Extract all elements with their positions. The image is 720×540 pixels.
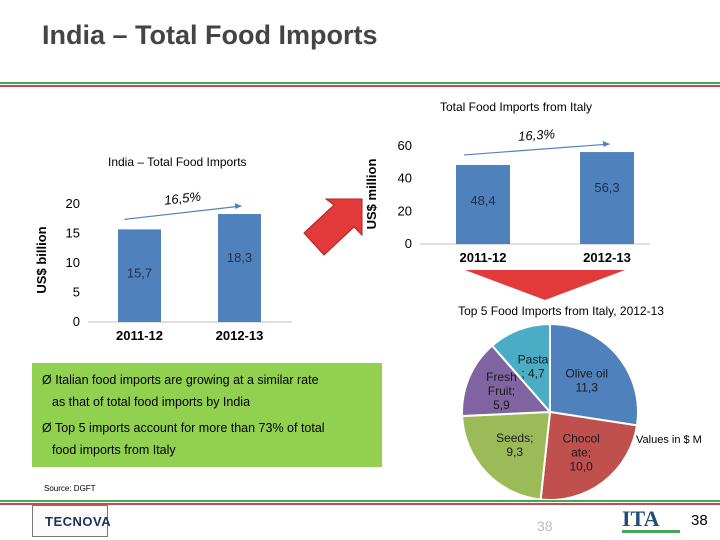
- c1-category-label: 2011-12: [116, 328, 163, 343]
- bullet-1-line-1: Italian food imports are growing at a si…: [55, 373, 319, 387]
- pie-slice-label: Fresh Fruit; 5,9: [486, 370, 517, 412]
- c1-ytick-label: 20: [66, 196, 80, 211]
- bullet-1: Ø Italian food imports are growing at a …: [42, 369, 319, 413]
- bullet-box: Ø Italian food imports are growing at a …: [32, 363, 382, 467]
- c2-bar: [580, 152, 634, 244]
- chart-india: US$ billion 0 5 10 15 20 15,7 2011-12 18,3 2012…: [34, 189, 292, 343]
- tecnova-logo: TECNOVA: [32, 505, 112, 537]
- page-number: 38: [691, 512, 708, 529]
- chart-pie-slices: [461, 322, 639, 500]
- tecnova-logo-text: TECNOVA: [45, 514, 112, 529]
- chart-italy-title: Total Food Imports from Italy: [440, 100, 593, 114]
- ita-logo-text: ITA: [622, 506, 660, 531]
- pie-slice-label: Olive oil 11,3: [565, 366, 608, 394]
- chart-india-bars: 15,7 2011-12 18,3 2012-13: [116, 214, 263, 343]
- c1-category-label: 2012-13: [216, 328, 264, 343]
- c1-growth-arrowhead-icon: [234, 203, 242, 210]
- c2-ytick-label: 60: [398, 138, 412, 153]
- chart-india-growth: 16,5%: [124, 189, 242, 220]
- values-note: Values in $ M: [636, 434, 702, 446]
- c2-bar-value-label: 56,3: [594, 180, 619, 195]
- c2-bar-value-label: 48,4: [470, 193, 495, 208]
- c1-growth-line: [124, 205, 242, 220]
- bullet-marker-icon: Ø: [42, 421, 52, 435]
- bullet-2: Ø Top 5 imports account for more than 73…: [42, 417, 325, 461]
- c2-ytick-label: 0: [405, 236, 412, 251]
- c1-bar: [118, 229, 161, 322]
- pie-slice: [539, 410, 639, 500]
- chart-italy-bars: 48,4 2011-12 56,3 2012-13: [456, 152, 634, 265]
- c2-ytick-label: 20: [398, 203, 412, 218]
- c1-bar: [218, 214, 261, 322]
- c1-growth-label: 16,5%: [163, 189, 201, 208]
- pie-slice: [549, 322, 639, 427]
- c1-ytick-label: 10: [66, 255, 80, 270]
- pie-slice: [490, 322, 551, 415]
- flow-arrow-icon: [303, 198, 363, 256]
- header-divider-green: [0, 82, 720, 84]
- chart-pie: Olive oil 11,3 Chocol ate; 10,0 Seeds; 9,3 Fres…: [461, 322, 639, 500]
- pie-slice-label: Chocol ate; 10,0: [562, 431, 599, 473]
- c2-ytick-label: 40: [398, 171, 412, 186]
- source-note: Source: DGFT: [44, 484, 96, 493]
- bullet-1-line-2: as that of total food imports by India: [52, 395, 251, 409]
- chart-italy-ylabel: US$ million: [364, 159, 379, 230]
- c2-growth-line: [464, 143, 610, 156]
- bullet-2-line-2: food imports from Italy: [52, 443, 176, 457]
- c1-ytick-label: 15: [66, 226, 80, 241]
- bullet-marker-icon: Ø: [42, 373, 52, 387]
- footer-divider-red: [0, 503, 720, 505]
- pie-slice-label: Seeds; 9,3: [496, 431, 533, 459]
- c1-bar-value-label: 15,7: [127, 265, 152, 280]
- c2-growth-label: 16,3%: [518, 126, 556, 144]
- footer-divider-green: [0, 500, 720, 502]
- c1-ytick-label: 5: [73, 285, 80, 300]
- header-divider-red: [0, 85, 720, 87]
- c2-category-label: 2012-13: [583, 250, 631, 265]
- c1-bar-value-label: 18,3: [227, 250, 252, 265]
- pie-slice: [461, 344, 553, 418]
- page-number-ghost: 38: [537, 518, 553, 534]
- c1-ytick-label: 0: [73, 314, 80, 329]
- ita-logo: ITA: [622, 506, 680, 533]
- pie-slice: [461, 410, 552, 500]
- slide-title: India – Total Food Imports: [42, 20, 378, 50]
- c2-category-label: 2011-12: [460, 250, 507, 265]
- chart-italy: US$ million 0 20 40 60 48,4 2011-12 56,3 2012-…: [364, 126, 650, 265]
- down-arrow-icon: [465, 270, 625, 300]
- chart-india-title: India – Total Food Imports: [108, 155, 247, 169]
- chart-italy-growth: 16,3%: [464, 126, 610, 156]
- chart-india-ylabel: US$ billion: [34, 226, 49, 293]
- c2-bar: [456, 164, 510, 244]
- pie-slice-label: Pasta; 4,7: [518, 353, 549, 381]
- header-divider-white: [0, 84, 720, 85]
- c2-growth-arrowhead-icon: [602, 141, 610, 148]
- chart-pie-labels: Olive oil 11,3 Chocol ate; 10,0 Seeds; 9,3 Fres…: [486, 353, 608, 474]
- chart-pie-title: Top 5 Food Imports from Italy, 2012-13: [458, 304, 664, 318]
- bullet-2-line-1: Top 5 imports account for more than 73% …: [54, 421, 325, 435]
